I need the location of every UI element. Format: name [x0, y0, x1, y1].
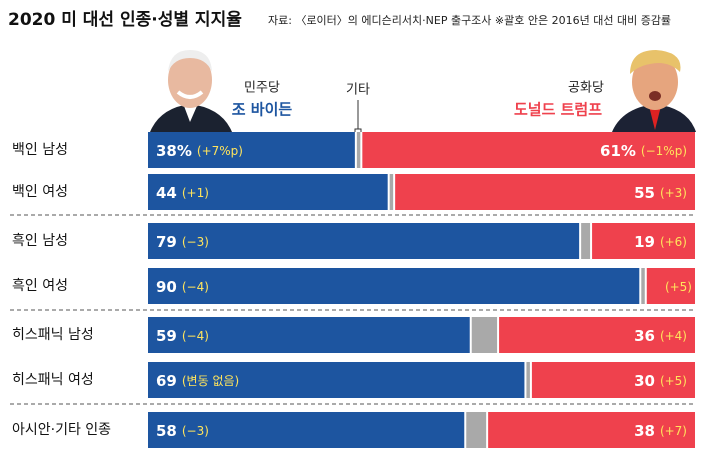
value-number: 58 [156, 422, 177, 440]
value-label: 36 (+4) [634, 327, 687, 345]
biden-photo [150, 50, 232, 132]
value-label: 38% (+7%p) [156, 142, 243, 160]
bar-segment [148, 223, 581, 259]
value-change: (−3) [182, 235, 209, 249]
value-change: (−4) [182, 280, 209, 294]
category-label: 흑인 남성 [12, 232, 68, 249]
party-label: 민주당 [244, 81, 280, 96]
value-label: 44 (+1) [156, 184, 209, 202]
legend-label: 기타 [346, 83, 370, 98]
value-number: 19 [634, 233, 655, 251]
category-label: 흑인 여성 [12, 277, 68, 294]
value-label: 61% (−1%p) [600, 142, 687, 160]
category-label: 히스패닉 여성 [12, 372, 94, 388]
bar-segment [530, 362, 695, 398]
value-change: (+1) [182, 186, 209, 200]
value-label: 59 (−4) [156, 327, 209, 345]
bar-segment [148, 268, 641, 304]
bar-segment [361, 132, 695, 168]
bar-segment [580, 223, 592, 259]
value-change: (+3) [660, 186, 687, 200]
source-note: 자료: 〈로이터〉의 에디슨리서치·NEP 출구조사 ※괄호 안은 2016년 … [268, 14, 671, 27]
value-change: (변동 없음) [182, 374, 239, 388]
value-change: (−1%p) [641, 144, 687, 158]
category-label: 백인 남성 [12, 142, 68, 158]
value-change: (+5) [660, 374, 687, 388]
bar-segment [645, 268, 695, 304]
bar-segment [148, 174, 389, 210]
bar-segment [465, 412, 488, 448]
bar-segment [148, 412, 466, 448]
bar-segment [388, 174, 395, 210]
value-number: 69 [156, 372, 177, 390]
value-number: 90 [156, 278, 177, 296]
bar-segment [148, 362, 526, 398]
value-number: 44 [156, 184, 177, 202]
bar-segment [394, 174, 695, 210]
legend-label: 도널드 트럼프 [514, 101, 602, 119]
value-number: 38 [634, 422, 655, 440]
party-label: 공화당 [568, 81, 604, 96]
bar-segment [148, 317, 471, 353]
value-change: (−4) [182, 329, 209, 343]
value-number: 38% [156, 142, 192, 160]
chart-title: 2020 미 대선 인종·성별 지지율 [8, 10, 242, 30]
value-change: (+4) [660, 329, 687, 343]
value-change: (−3) [182, 424, 209, 438]
bar-segment [525, 362, 531, 398]
bar-segment [591, 223, 695, 259]
bar-segment [148, 132, 356, 168]
value-number: 79 [156, 233, 177, 251]
value-label: 79 (−3) [156, 233, 209, 251]
category-label: 히스패닉 남성 [12, 327, 94, 343]
value-number: 55 [634, 184, 655, 202]
value-label: 58 (−3) [156, 422, 209, 440]
value-change: (+7%p) [197, 144, 243, 158]
value-number: 36 [634, 327, 655, 345]
legend-label: 조 바이든 [232, 101, 293, 119]
bar-segment [498, 317, 695, 353]
value-label: 30 (+5) [634, 372, 687, 390]
value-label: 38 (+7) [634, 422, 687, 440]
value-label: 90 (−4) [156, 278, 209, 296]
value-change: (+7) [660, 424, 687, 438]
value-number: 61% [600, 142, 636, 160]
value-number: 59 [156, 327, 177, 345]
bar-segment [640, 268, 646, 304]
value-label: 69 (변동 없음) [156, 372, 239, 390]
value-label: (+5) [665, 280, 692, 294]
category-label: 아시안·기타 인종 [12, 422, 111, 438]
bar-segment [470, 317, 499, 353]
value-change: (+6) [660, 235, 687, 249]
category-label: 백인 여성 [12, 184, 68, 200]
value-change: (+5) [665, 280, 692, 294]
bar-segment [487, 412, 695, 448]
value-label: 55 (+3) [634, 184, 687, 202]
value-number: 30 [634, 372, 655, 390]
plot-area: 백인 남성 38% (+7%p) 61% (−1%p) 백인 여성 44 (+1) 55 (+3)… [10, 132, 695, 448]
trump-photo [612, 50, 696, 132]
bar-segment [355, 132, 362, 168]
value-label: 19 (+6) [634, 233, 687, 251]
